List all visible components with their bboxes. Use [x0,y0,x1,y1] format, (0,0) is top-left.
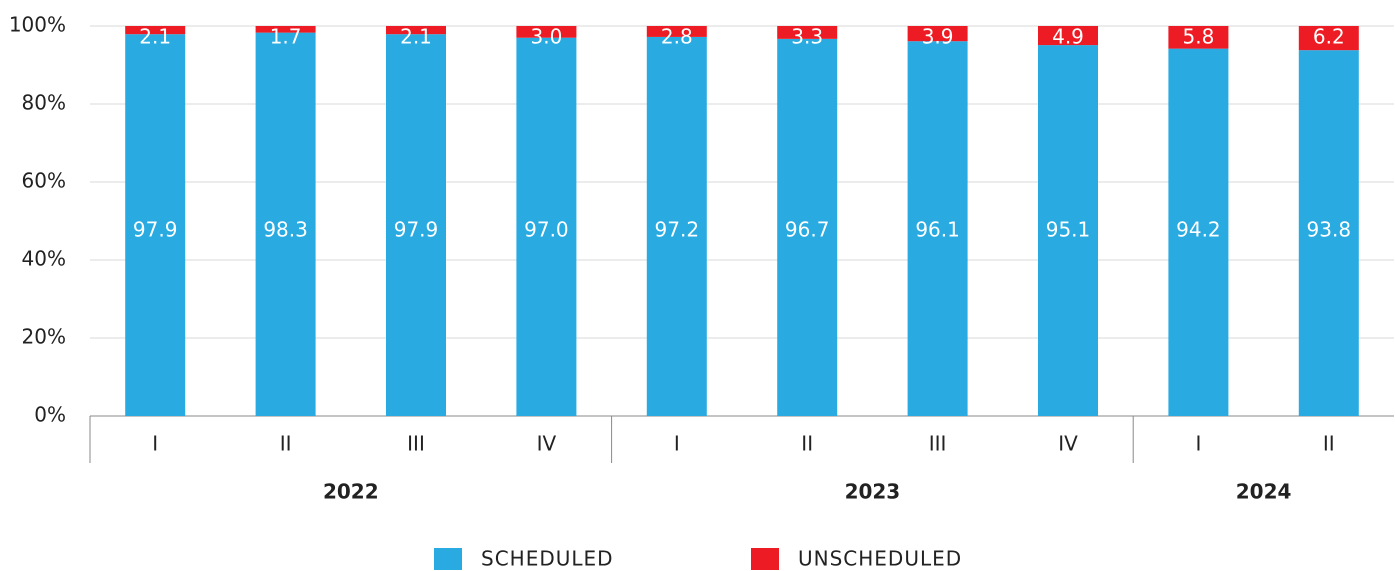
y-tick-label: 80% [22,91,66,115]
x-tick-label: I [1195,432,1201,456]
data-label: 97.2 [655,218,700,242]
data-label: 96.7 [785,218,830,242]
bar-segment [516,37,577,416]
x-tick-label: II [1323,432,1335,456]
data-label: 96.1 [915,218,960,242]
data-label: 94.2 [1176,218,1221,242]
bar-segment [646,36,707,417]
legend-swatch [434,548,462,570]
bar-segment [386,34,446,416]
data-label: 3.3 [791,25,823,49]
bar-segment [386,26,446,35]
bar-segment [255,32,316,416]
data-label: 4.9 [1052,25,1084,49]
bar-segment [1038,26,1098,46]
x-tick-label: II [801,432,813,456]
group-label: 2022 [323,480,379,504]
data-label: 1.7 [270,25,302,49]
bar-segment [1038,45,1098,417]
data-label: 97.9 [133,218,178,242]
data-label: 97.0 [524,218,569,242]
y-tick-label: 100% [9,13,66,37]
bar-segment [1298,26,1359,51]
bar-segment [125,26,186,35]
data-label: 2.1 [139,25,171,49]
data-label: 93.8 [1307,218,1352,242]
data-label: 95.1 [1046,218,1091,242]
legend-swatch [751,548,779,570]
data-label: 3.9 [922,25,954,49]
bar-segment [1168,48,1229,417]
y-tick-label: 0% [34,403,66,427]
x-tick-label: II [280,432,292,456]
y-tick-label: 20% [22,325,66,349]
data-label: 6.2 [1313,25,1345,49]
bar-segment [646,26,707,37]
x-tick-label: III [929,432,947,456]
x-tick-label: IV [537,432,557,456]
bar-segment [777,38,838,417]
bar-segment [777,26,838,39]
data-label: 5.8 [1182,25,1214,49]
x-tick-label: I [152,432,158,456]
group-label: 2024 [1236,480,1292,504]
y-tick-label: 60% [22,169,66,193]
x-tick-label: III [407,432,425,456]
legend-label: SCHEDULED [481,547,614,571]
data-label: 98.3 [263,218,308,242]
bar-segment [1298,50,1359,417]
y-tick-label: 40% [22,247,66,271]
data-label: 97.9 [394,218,439,242]
x-tick-label: I [674,432,680,456]
group-label: 2023 [845,480,901,504]
bar-segment [125,34,186,416]
legend-label: UNSCHEDULED [798,547,962,571]
data-label: 2.8 [661,25,693,49]
data-label: 2.1 [400,25,432,49]
bar-segment [255,26,316,33]
bar-segment [907,41,968,417]
x-tick-label: IV [1058,432,1078,456]
data-label: 3.0 [530,25,562,49]
bar-segment [516,26,577,38]
bar-segment [907,26,968,42]
bar-segment [1168,26,1229,49]
